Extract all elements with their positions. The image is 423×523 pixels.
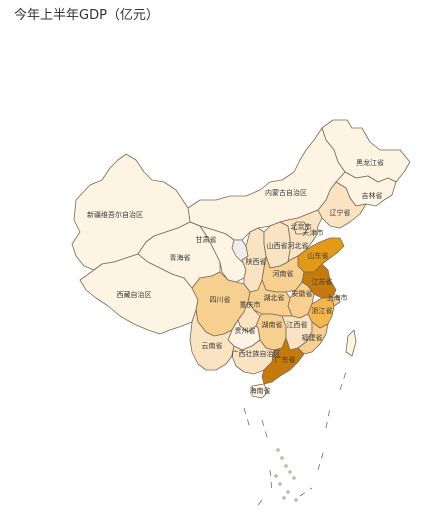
island-dot-0 (276, 448, 280, 452)
province-25[interactable] (297, 321, 329, 355)
island-dot-6 (286, 490, 290, 494)
island-dot-7 (294, 498, 298, 502)
island-dot-1 (280, 456, 284, 460)
chart-title: 今年上半年GDP（亿元） (14, 8, 159, 23)
island-dot-9 (274, 474, 278, 478)
island-dot-5 (278, 482, 282, 486)
province-31[interactable] (345, 329, 357, 357)
island-dot-3 (288, 470, 292, 474)
island-dot-2 (284, 464, 288, 468)
province-19[interactable] (247, 279, 293, 317)
province-3[interactable] (187, 127, 346, 241)
province-29[interactable] (261, 337, 305, 385)
island-dot-4 (292, 476, 296, 480)
south-sea-islands (243, 371, 347, 509)
nine-dash-line (243, 371, 347, 509)
province-13[interactable] (279, 209, 323, 263)
province-regions (71, 119, 411, 399)
island-dot-8 (282, 496, 286, 500)
province-30[interactable] (251, 383, 269, 399)
